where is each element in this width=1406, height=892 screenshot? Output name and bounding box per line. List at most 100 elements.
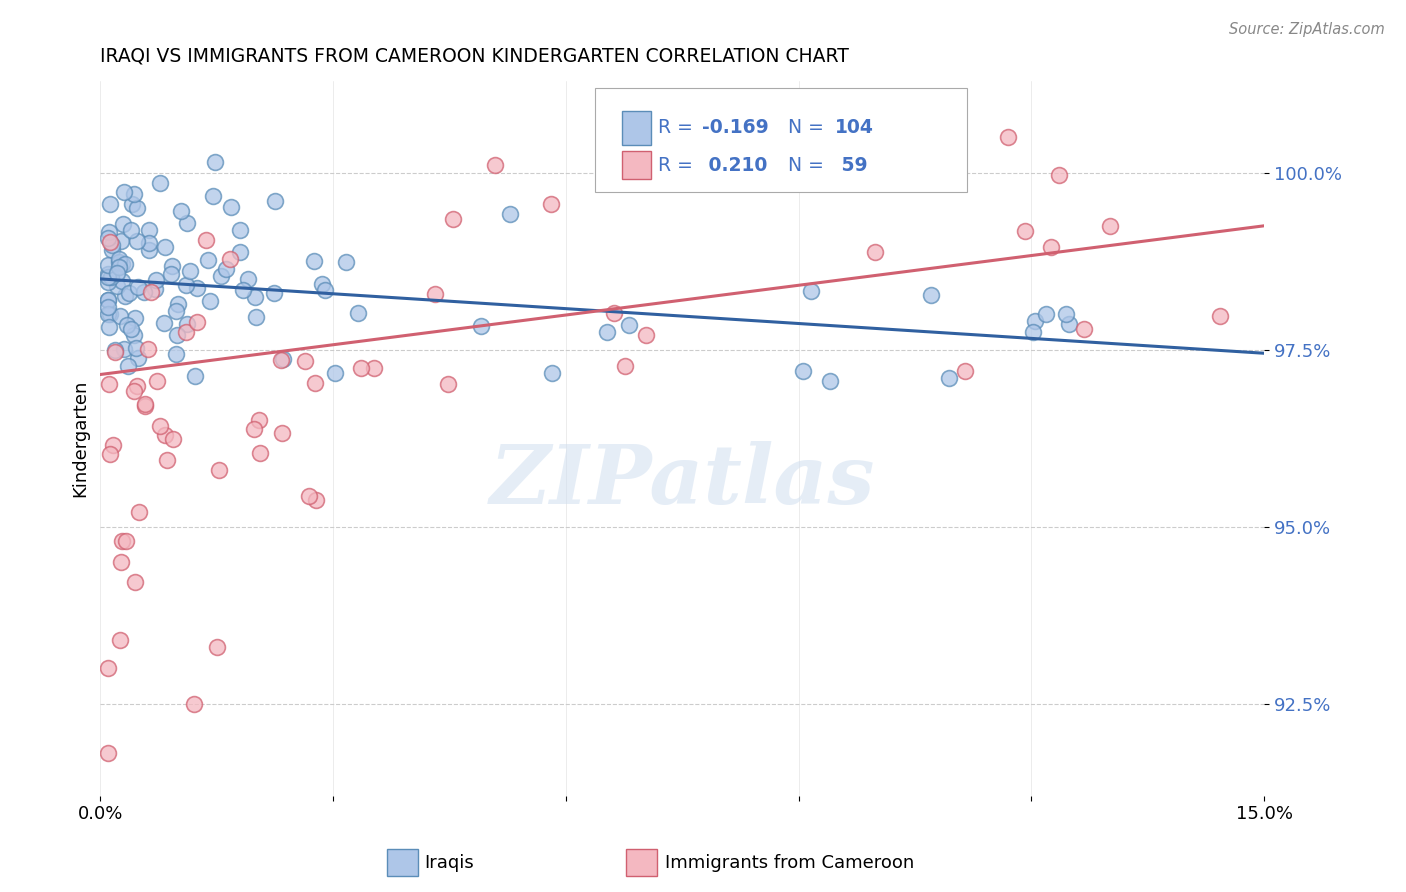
Point bbox=[101, 237, 124, 252]
Point bbox=[603, 306, 626, 320]
Text: R =: R = bbox=[658, 155, 699, 175]
Point bbox=[112, 343, 135, 357]
Point bbox=[104, 345, 127, 359]
Point bbox=[498, 207, 520, 221]
Point bbox=[363, 361, 385, 376]
Point bbox=[208, 463, 231, 477]
Point bbox=[145, 273, 167, 287]
Point bbox=[139, 285, 162, 299]
Point bbox=[153, 240, 176, 254]
Point bbox=[108, 632, 131, 647]
Text: -0.169: -0.169 bbox=[702, 119, 769, 137]
Point bbox=[114, 257, 136, 271]
Point bbox=[614, 359, 637, 374]
Point bbox=[105, 266, 128, 280]
Point bbox=[540, 197, 562, 211]
Point bbox=[800, 284, 823, 298]
Point bbox=[124, 186, 146, 201]
Point bbox=[138, 223, 160, 237]
Point bbox=[304, 376, 326, 390]
Point bbox=[134, 397, 156, 411]
Point bbox=[165, 304, 187, 318]
Point bbox=[138, 243, 160, 257]
Point bbox=[134, 399, 156, 413]
Point bbox=[146, 374, 169, 388]
Point bbox=[156, 453, 179, 467]
Point bbox=[484, 158, 506, 172]
Point bbox=[118, 286, 141, 301]
Point bbox=[792, 364, 814, 378]
FancyBboxPatch shape bbox=[595, 87, 967, 192]
Point bbox=[1040, 240, 1063, 254]
Point bbox=[165, 347, 187, 361]
Point bbox=[938, 371, 960, 385]
Text: 104: 104 bbox=[835, 119, 873, 137]
Point bbox=[125, 341, 148, 355]
Point bbox=[124, 327, 146, 342]
Point bbox=[437, 377, 460, 392]
Point bbox=[112, 186, 135, 200]
Point bbox=[111, 274, 134, 288]
Text: N =: N = bbox=[789, 119, 830, 137]
Point bbox=[160, 267, 183, 281]
Point bbox=[166, 327, 188, 342]
Point bbox=[134, 285, 156, 299]
Point bbox=[97, 301, 120, 315]
Point bbox=[1054, 307, 1077, 321]
FancyBboxPatch shape bbox=[621, 111, 651, 145]
Point bbox=[117, 318, 139, 332]
Text: IRAQI VS IMMIGRANTS FROM CAMEROON KINDERGARTEN CORRELATION CHART: IRAQI VS IMMIGRANTS FROM CAMEROON KINDER… bbox=[100, 46, 849, 65]
Text: Iraqis: Iraqis bbox=[425, 854, 474, 871]
Point bbox=[1047, 168, 1070, 182]
Point bbox=[271, 351, 294, 366]
Point bbox=[219, 200, 242, 214]
Point bbox=[229, 223, 252, 237]
Point bbox=[245, 310, 267, 325]
Text: 59: 59 bbox=[835, 155, 868, 175]
Point bbox=[104, 343, 127, 357]
Point bbox=[997, 130, 1019, 145]
Point bbox=[138, 236, 160, 251]
Point bbox=[243, 290, 266, 304]
Point bbox=[305, 492, 328, 507]
Text: Immigrants from Cameroon: Immigrants from Cameroon bbox=[665, 854, 914, 871]
Point bbox=[100, 269, 122, 284]
Point bbox=[186, 281, 208, 295]
Point bbox=[108, 260, 131, 274]
Point bbox=[863, 244, 886, 259]
Point bbox=[1059, 317, 1081, 331]
Point bbox=[110, 555, 132, 569]
Point bbox=[1073, 322, 1095, 336]
Point bbox=[174, 325, 197, 339]
Point bbox=[201, 188, 224, 202]
Point bbox=[636, 328, 658, 343]
Point bbox=[1021, 325, 1043, 339]
Point bbox=[200, 294, 222, 309]
Point bbox=[97, 307, 120, 321]
Point bbox=[314, 283, 336, 297]
Point bbox=[155, 427, 177, 442]
Point bbox=[1014, 224, 1036, 238]
Point bbox=[249, 446, 271, 460]
Text: N =: N = bbox=[789, 155, 830, 175]
Point bbox=[115, 534, 138, 549]
Text: R =: R = bbox=[658, 119, 699, 137]
FancyBboxPatch shape bbox=[621, 151, 651, 179]
Point bbox=[98, 319, 121, 334]
Point bbox=[1035, 307, 1057, 321]
Point bbox=[350, 360, 373, 375]
Point bbox=[294, 353, 316, 368]
Point bbox=[167, 297, 190, 311]
Point bbox=[160, 259, 183, 273]
Point bbox=[298, 490, 321, 504]
Point bbox=[920, 287, 942, 301]
Point bbox=[183, 697, 205, 711]
Point bbox=[98, 235, 121, 249]
Point bbox=[127, 351, 149, 366]
Point bbox=[111, 533, 134, 548]
Point bbox=[98, 308, 121, 322]
Point bbox=[112, 217, 135, 231]
Point bbox=[236, 271, 259, 285]
Point bbox=[955, 364, 977, 378]
Text: ZIPatlas: ZIPatlas bbox=[489, 442, 875, 521]
